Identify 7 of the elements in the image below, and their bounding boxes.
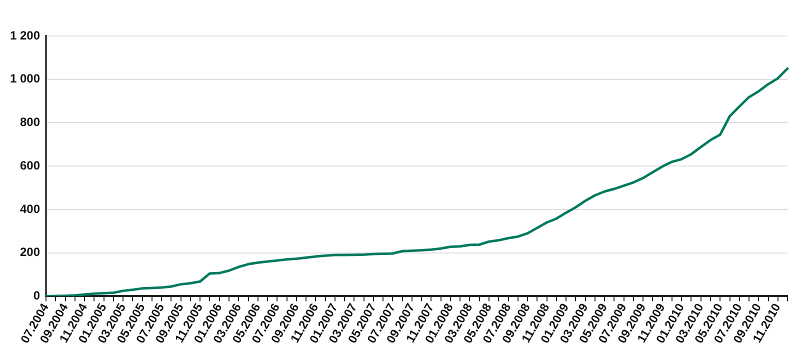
y-tick-label: 0 [33,288,40,303]
y-tick-label: 200 [20,245,40,260]
y-tick-label: 1 000 [10,72,40,86]
y-tick-label: 400 [20,202,40,216]
y-tick-label: 600 [20,158,40,172]
y-tick-label: 800 [20,115,40,130]
y-tick-label: 1 200 [10,28,40,42]
